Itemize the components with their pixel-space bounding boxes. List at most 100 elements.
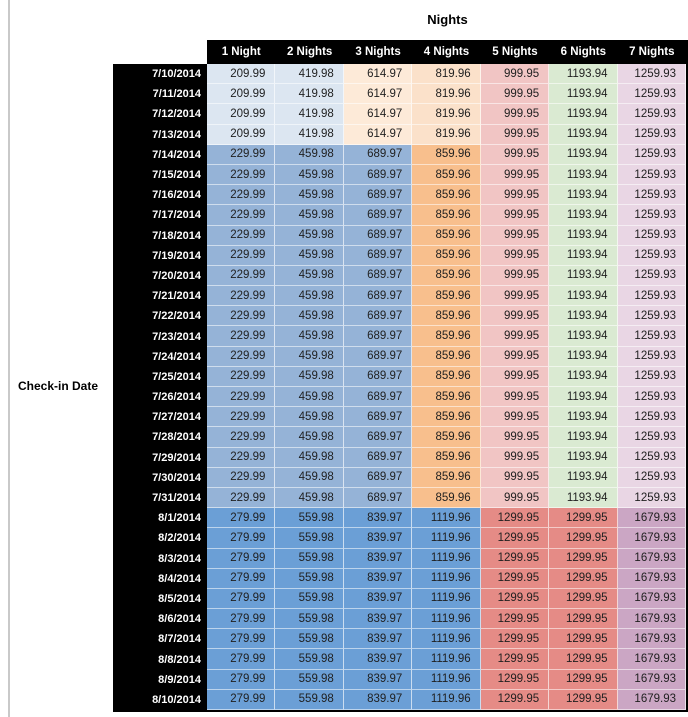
price-cell[interactable]: 1259.93: [617, 387, 686, 408]
price-cell[interactable]: 1679.93: [617, 568, 686, 589]
price-cell[interactable]: 1259.93: [617, 286, 686, 307]
price-cell[interactable]: 859.96: [412, 387, 481, 408]
price-cell[interactable]: 999.95: [480, 205, 550, 226]
price-cell[interactable]: 559.98: [275, 508, 344, 529]
price-cell[interactable]: 279.99: [207, 669, 276, 690]
price-cell[interactable]: 209.99: [207, 104, 276, 125]
price-cell[interactable]: 229.99: [207, 245, 276, 266]
price-cell[interactable]: 459.98: [275, 265, 344, 287]
price-cell[interactable]: 859.96: [412, 205, 481, 226]
price-cell[interactable]: 1259.93: [617, 265, 686, 287]
price-cell[interactable]: 279.99: [207, 629, 276, 650]
checkin-date-cell[interactable]: 8/10/2014: [113, 689, 207, 710]
price-cell[interactable]: 1259.93: [617, 144, 686, 165]
price-cell[interactable]: 1679.93: [617, 629, 686, 650]
price-cell[interactable]: 229.99: [207, 447, 276, 468]
checkin-date-cell[interactable]: 7/10/2014: [113, 64, 207, 85]
price-cell[interactable]: 689.97: [343, 467, 413, 488]
price-cell[interactable]: 689.97: [343, 326, 413, 347]
price-cell[interactable]: 689.97: [343, 427, 413, 448]
checkin-date-cell[interactable]: 8/4/2014: [113, 568, 207, 589]
price-cell[interactable]: 1259.93: [617, 245, 686, 266]
price-cell[interactable]: 1299.95: [480, 548, 550, 569]
price-cell[interactable]: 1193.94: [549, 366, 618, 387]
price-cell[interactable]: 559.98: [275, 548, 344, 569]
price-cell[interactable]: 1679.93: [617, 548, 686, 569]
price-cell[interactable]: 559.98: [275, 588, 344, 610]
price-cell[interactable]: 559.98: [275, 609, 344, 630]
price-cell[interactable]: 1259.93: [617, 185, 686, 206]
price-cell[interactable]: 1259.93: [617, 366, 686, 387]
price-cell[interactable]: 1259.93: [617, 225, 686, 246]
price-cell[interactable]: 1299.95: [480, 588, 550, 610]
price-cell[interactable]: 1259.93: [617, 64, 686, 85]
price-cell[interactable]: 1119.96: [412, 609, 481, 630]
price-cell[interactable]: 1259.93: [617, 326, 686, 347]
price-cell[interactable]: 1193.94: [549, 265, 618, 287]
price-cell[interactable]: 999.95: [480, 427, 550, 448]
price-cell[interactable]: 1259.93: [617, 447, 686, 468]
price-cell[interactable]: 689.97: [343, 225, 413, 246]
price-cell[interactable]: 999.95: [480, 467, 550, 488]
price-cell[interactable]: 859.96: [412, 225, 481, 246]
price-cell[interactable]: 459.98: [275, 164, 344, 186]
price-cell[interactable]: 1193.94: [549, 144, 618, 165]
checkin-date-cell[interactable]: 7/26/2014: [113, 387, 207, 408]
price-cell[interactable]: 859.96: [412, 346, 481, 367]
price-cell[interactable]: 689.97: [343, 387, 413, 408]
price-cell[interactable]: 229.99: [207, 185, 276, 206]
price-cell[interactable]: 999.95: [480, 185, 550, 206]
price-cell[interactable]: 1193.94: [549, 64, 618, 85]
price-cell[interactable]: 839.97: [343, 548, 413, 569]
checkin-date-cell[interactable]: 8/7/2014: [113, 629, 207, 650]
price-cell[interactable]: 819.96: [412, 124, 481, 145]
price-cell[interactable]: 559.98: [275, 629, 344, 650]
price-cell[interactable]: 279.99: [207, 649, 276, 670]
price-cell[interactable]: 1193.94: [549, 225, 618, 246]
price-cell[interactable]: 459.98: [275, 366, 344, 387]
price-cell[interactable]: 819.96: [412, 64, 481, 85]
price-cell[interactable]: 459.98: [275, 326, 344, 347]
price-cell[interactable]: 1259.93: [617, 306, 686, 327]
price-cell[interactable]: 999.95: [480, 387, 550, 408]
price-cell[interactable]: 689.97: [343, 245, 413, 266]
price-cell[interactable]: 1193.94: [549, 306, 618, 327]
price-cell[interactable]: 1193.94: [549, 245, 618, 266]
price-cell[interactable]: 419.98: [275, 84, 344, 105]
price-cell[interactable]: 1193.94: [549, 185, 618, 206]
price-cell[interactable]: 229.99: [207, 144, 276, 165]
price-cell[interactable]: 999.95: [480, 286, 550, 307]
price-cell[interactable]: 1193.94: [549, 467, 618, 488]
checkin-date-cell[interactable]: 7/13/2014: [113, 124, 207, 145]
price-cell[interactable]: 999.95: [480, 84, 550, 105]
price-cell[interactable]: 279.99: [207, 528, 276, 549]
price-cell[interactable]: 614.97: [343, 124, 413, 145]
price-cell[interactable]: 209.99: [207, 84, 276, 105]
price-cell[interactable]: 689.97: [343, 306, 413, 327]
price-cell[interactable]: 614.97: [343, 84, 413, 105]
price-cell[interactable]: 1119.96: [412, 629, 481, 650]
price-cell[interactable]: 689.97: [343, 164, 413, 186]
price-cell[interactable]: 859.96: [412, 407, 481, 428]
price-cell[interactable]: 859.96: [412, 164, 481, 186]
price-cell[interactable]: 999.95: [480, 487, 550, 509]
price-cell[interactable]: 1193.94: [549, 164, 618, 186]
price-cell[interactable]: 1679.93: [617, 689, 686, 710]
price-cell[interactable]: 1299.95: [549, 669, 618, 690]
price-cell[interactable]: 1299.95: [549, 609, 618, 630]
price-cell[interactable]: 459.98: [275, 205, 344, 226]
price-cell[interactable]: 559.98: [275, 649, 344, 670]
checkin-date-cell[interactable]: 7/17/2014: [113, 205, 207, 226]
price-cell[interactable]: 689.97: [343, 286, 413, 307]
price-cell[interactable]: 1299.95: [480, 508, 550, 529]
price-cell[interactable]: 419.98: [275, 64, 344, 85]
price-cell[interactable]: 839.97: [343, 629, 413, 650]
price-cell[interactable]: 1299.95: [549, 629, 618, 650]
checkin-date-cell[interactable]: 7/12/2014: [113, 104, 207, 125]
checkin-date-cell[interactable]: 7/18/2014: [113, 225, 207, 246]
price-cell[interactable]: 999.95: [480, 265, 550, 287]
price-cell[interactable]: 614.97: [343, 104, 413, 125]
price-cell[interactable]: 999.95: [480, 306, 550, 327]
price-cell[interactable]: 1193.94: [549, 487, 618, 509]
price-cell[interactable]: 559.98: [275, 528, 344, 549]
